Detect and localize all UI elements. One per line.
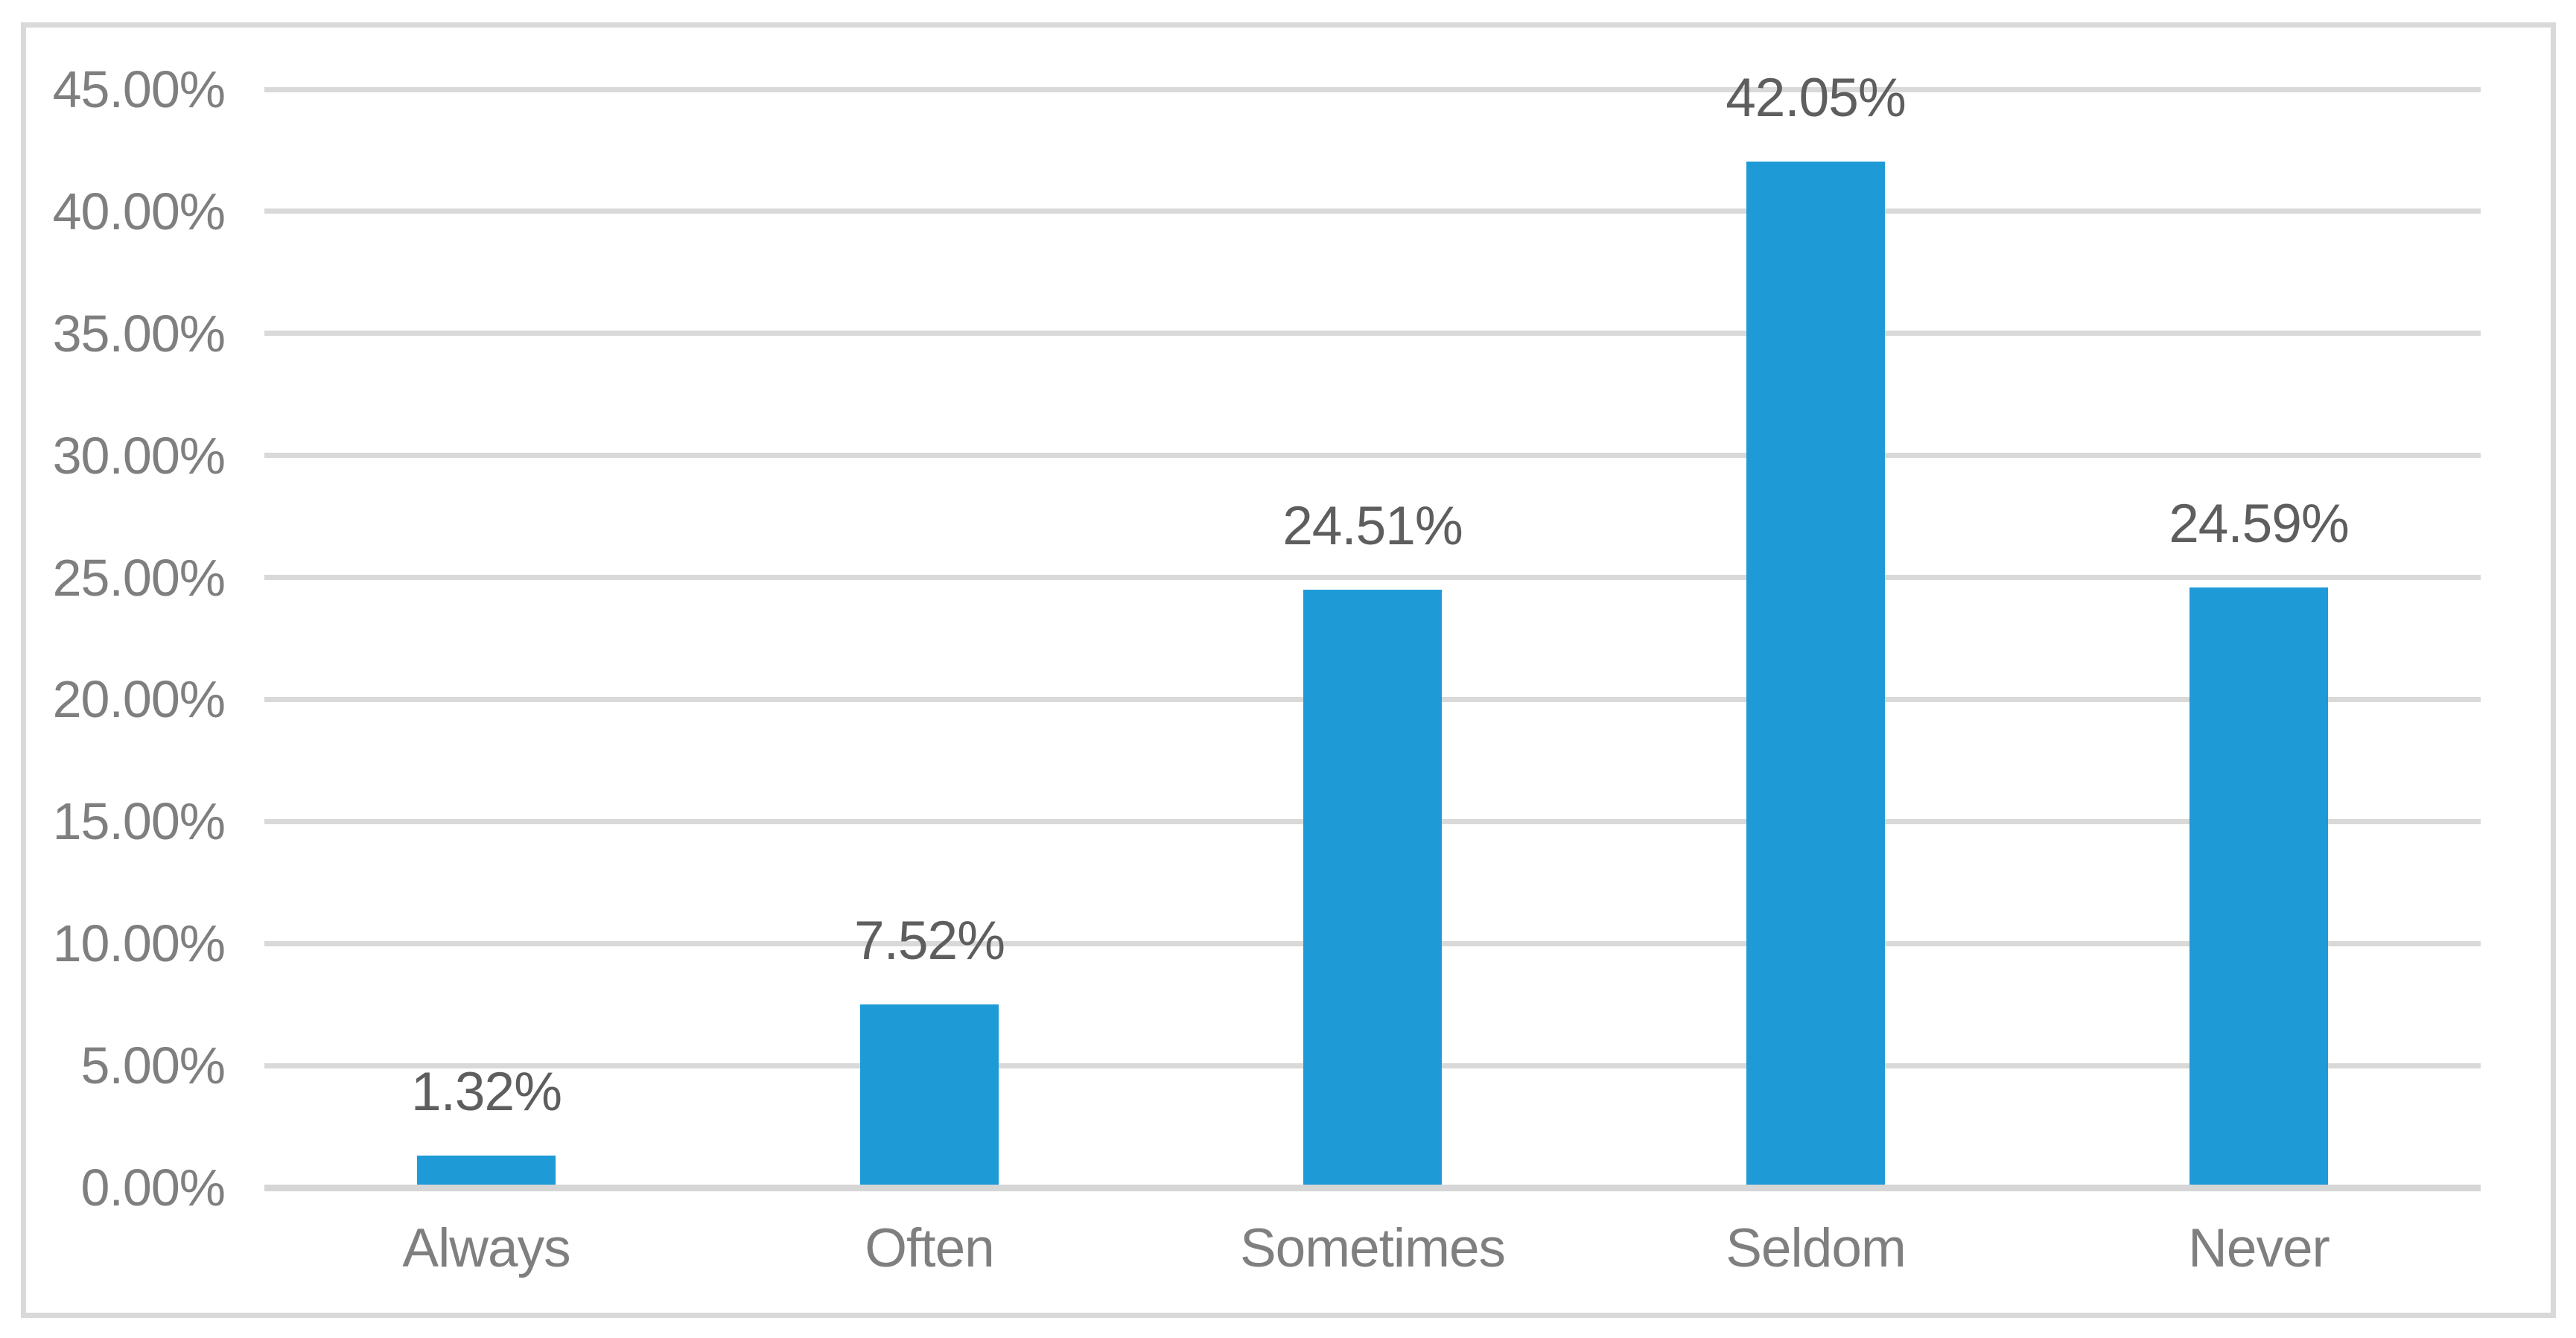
chart-frame xyxy=(21,22,2556,1318)
